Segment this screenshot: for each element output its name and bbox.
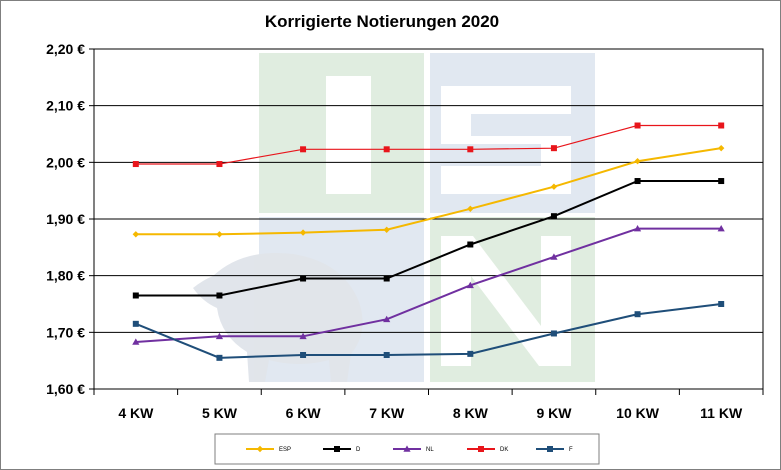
series-line-dk	[135, 124, 722, 165]
data-point-d	[383, 275, 390, 282]
legend-entry-dk: DK	[467, 446, 508, 453]
data-point-esp	[383, 226, 390, 233]
y-tick-label: 2,20 €	[46, 41, 85, 57]
data-point-f	[300, 352, 307, 358]
x-tick-label: 11 KW	[700, 405, 743, 421]
data-point-dk	[550, 145, 557, 152]
x-tick-label: 8 KW	[453, 405, 489, 421]
data-point-dk	[634, 122, 641, 129]
y-tick-label: 1,90 €	[46, 211, 85, 227]
data-point-d	[467, 241, 474, 248]
series-line-f	[135, 303, 722, 359]
x-tick-label: 7 KW	[369, 405, 405, 421]
data-point-dk	[467, 146, 474, 153]
data-point-f	[718, 301, 725, 307]
y-tick-label: 1,70 €	[46, 324, 85, 340]
data-point-esp	[299, 229, 307, 236]
x-tick-label: 10 KW	[616, 405, 660, 421]
series-d	[132, 178, 725, 299]
y-tick-label: 1,80 €	[46, 268, 85, 284]
data-point-d	[634, 178, 641, 185]
legend-entry-nl: NL	[393, 445, 434, 453]
y-tick-label: 1,60 €	[46, 381, 85, 397]
data-point-f	[132, 320, 139, 327]
chart-legend: ESP D NL DK F	[214, 433, 600, 465]
legend-marker-f	[547, 446, 553, 452]
data-point-d	[132, 292, 139, 299]
data-point-esp	[132, 231, 140, 238]
data-point-nl	[299, 332, 307, 340]
legend-entry-f: F	[536, 446, 573, 453]
data-point-d	[718, 178, 725, 185]
data-point-nl	[633, 225, 642, 232]
series-line-esp	[135, 147, 722, 236]
data-point-nl	[466, 281, 474, 289]
data-point-f	[467, 350, 474, 357]
data-point-dk	[300, 146, 307, 153]
y-tick-label: 2,10 €	[46, 98, 85, 114]
data-point-nl	[550, 253, 558, 260]
data-point-dk	[718, 122, 725, 129]
isn-watermark-logo	[193, 53, 595, 382]
data-point-dk	[383, 146, 390, 153]
series-f	[132, 301, 725, 361]
data-point-dk	[132, 161, 139, 168]
x-tick-label: 9 KW	[536, 405, 572, 421]
data-point-d	[300, 275, 307, 282]
x-tick-label: 5 KW	[202, 405, 238, 421]
legend-marker-nl	[403, 445, 411, 452]
data-point-f	[634, 311, 641, 318]
x-tick-label: 4 KW	[118, 405, 154, 421]
legend-marker-d	[334, 446, 340, 452]
series-nl	[132, 225, 725, 345]
data-point-nl	[215, 332, 224, 340]
legend-label-f: F	[569, 447, 573, 453]
series-line-nl	[135, 227, 722, 343]
data-point-esp	[216, 231, 223, 238]
data-point-nl	[132, 338, 140, 345]
legend-label-dk: DK	[500, 447, 508, 453]
y-tick-label: 2,00 €	[46, 154, 85, 170]
chart-title: Korrigierte Notierungen 2020	[265, 12, 499, 31]
legend-entry-esp: ESP	[246, 445, 291, 453]
data-point-f	[383, 352, 390, 358]
series-dk	[132, 122, 725, 168]
data-point-f	[216, 354, 223, 361]
data-point-f	[550, 330, 557, 337]
data-point-nl	[717, 225, 725, 232]
data-point-esp	[717, 144, 725, 152]
data-point-esp	[467, 205, 474, 212]
data-point-dk	[216, 161, 223, 168]
data-point-nl	[383, 315, 391, 323]
data-point-esp	[550, 183, 558, 190]
legend-entry-d: D	[323, 446, 361, 453]
x-tick-label: 6 KW	[286, 405, 322, 421]
legend-marker-dk	[478, 446, 484, 452]
data-point-d	[216, 292, 223, 299]
series-esp	[132, 144, 725, 238]
legend-label-nl: NL	[426, 447, 434, 453]
data-point-d	[550, 213, 557, 220]
data-point-esp	[634, 158, 641, 165]
legend-marker-esp	[256, 445, 264, 453]
legend-label-d: D	[356, 447, 361, 453]
legend-label-esp: ESP	[279, 447, 291, 453]
series-line-d	[135, 180, 722, 297]
